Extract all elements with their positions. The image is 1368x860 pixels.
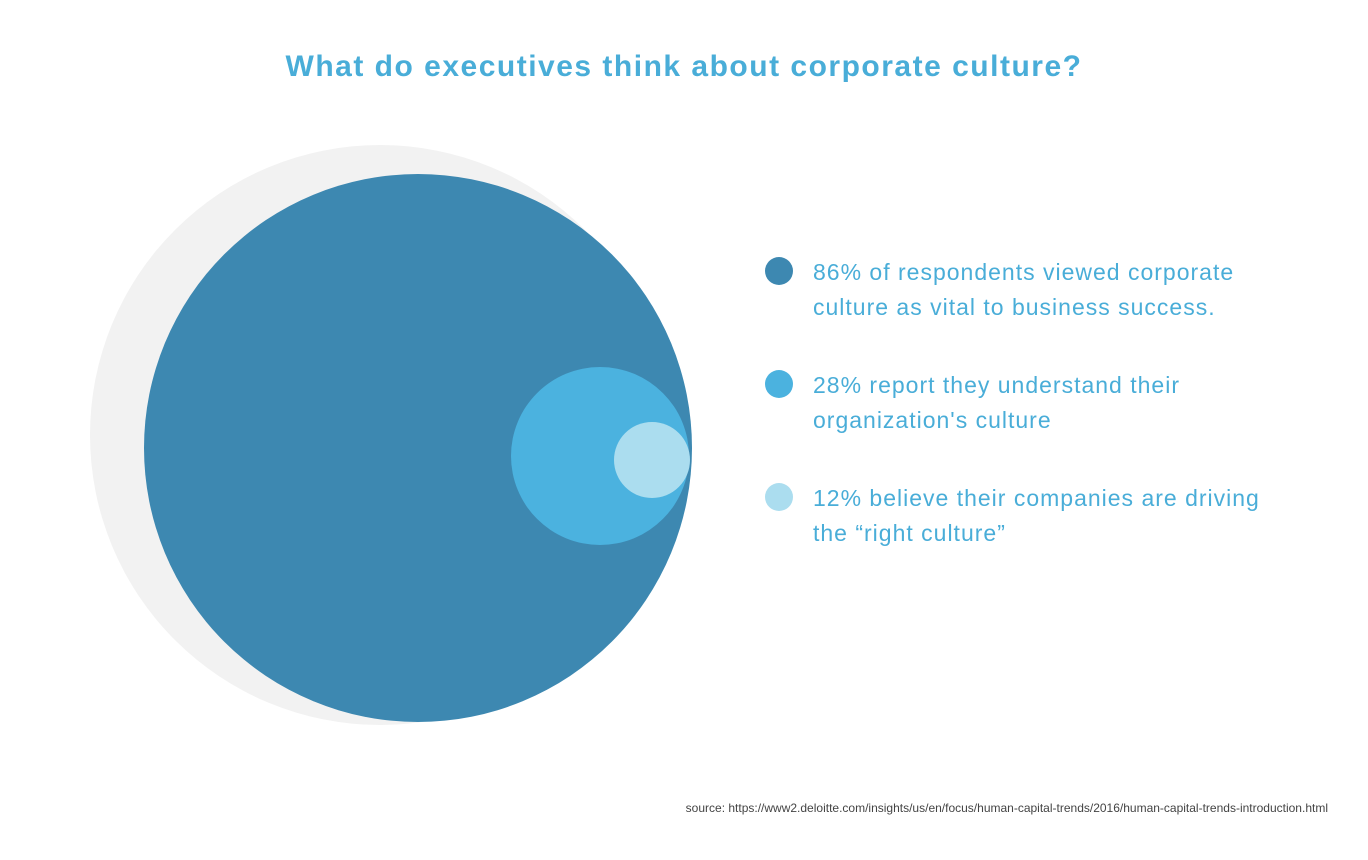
legend-item: 86% of respondents viewed corporate cult… xyxy=(765,255,1285,324)
legend-bullet-icon xyxy=(765,257,793,285)
legend-bullet-icon xyxy=(765,370,793,398)
legend-text: 28% report they understand their organiz… xyxy=(813,368,1285,437)
source-citation: source: https://www2.deloitte.com/insigh… xyxy=(686,801,1328,815)
legend-bullet-icon xyxy=(765,483,793,511)
legend-item: 12% believe their companies are driving … xyxy=(765,481,1285,550)
circle-12 xyxy=(614,422,690,498)
legend: 86% of respondents viewed corporate cult… xyxy=(765,255,1285,594)
legend-item: 28% report they understand their organiz… xyxy=(765,368,1285,437)
chart-title: What do executives think about corporate… xyxy=(0,50,1368,84)
legend-text: 12% believe their companies are driving … xyxy=(813,481,1285,550)
legend-text: 86% of respondents viewed corporate cult… xyxy=(813,255,1285,324)
